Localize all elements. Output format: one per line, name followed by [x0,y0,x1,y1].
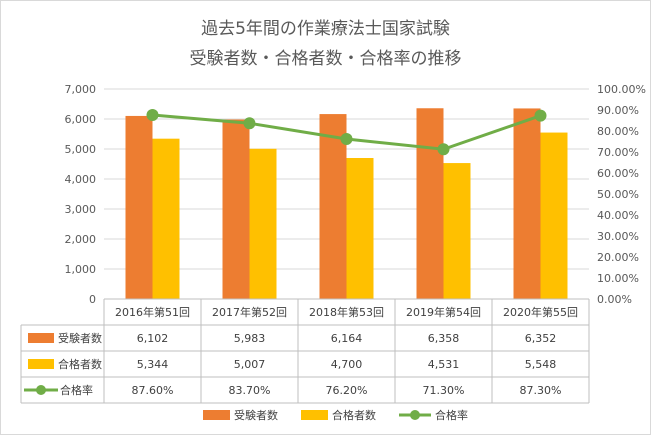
y-left-tick-label: 3,000 [65,203,97,216]
data-label: 6,352 [525,332,557,345]
y-left-tick-label: 7,000 [65,83,97,96]
legend-label: 合格率 [435,408,468,422]
y-right-tick-label: 70.00% [597,146,639,159]
bar-passers [249,148,277,299]
bar-passers [346,158,374,299]
bar-examinees [222,119,250,299]
data-label: 71.30% [423,384,465,397]
data-label: 5,007 [234,358,266,371]
data-label: 6,358 [428,332,460,345]
category-label: 2016年第51回 [115,305,190,319]
bar-examinees [125,115,153,299]
row-key-examinees [28,333,54,343]
y-right-tick-label: 90.00% [597,104,639,117]
bar-examinees [513,108,541,299]
y-right-tick-label: 20.00% [597,251,639,264]
data-label: 5,344 [137,358,169,371]
pass-rate-point [437,143,450,156]
y-right-tick-label: 30.00% [597,230,639,243]
data-label: 5,983 [234,332,266,345]
y-left-tick-label: 6,000 [65,113,97,126]
y-right-tick-label: 80.00% [597,125,639,138]
y-right-tick-label: 10.00% [597,272,639,285]
y-right-tick-label: 100.00% [597,83,646,96]
row-key-passers [28,359,54,369]
legend-key-examinees [203,410,230,420]
category-label: 2020年第55回 [503,305,578,319]
pass-rate-point [243,117,256,130]
data-label: 4,700 [331,358,363,371]
series-name: 合格率 [60,383,93,397]
category-label: 2018年第53回 [309,305,384,319]
data-label: 6,164 [331,332,363,345]
y-left-tick-label: 1,000 [65,263,97,276]
pass-rate-point [340,132,353,145]
chart-title-line1: 過去5年間の作業療法士国家試験 [201,19,450,39]
y-left-tick-label: 0 [89,293,96,306]
data-label: 5,548 [525,358,557,371]
chart-title-line2: 受験者数・合格者数・合格率の推移 [189,49,462,69]
category-label: 2017年第52回 [212,305,287,319]
legend-label: 合格者数 [332,408,376,422]
y-right-tick-label: 40.00% [597,209,639,222]
bar-examinees [416,108,444,299]
data-label: 87.60% [132,384,174,397]
row-key-pass-rate-marker [36,385,46,395]
legend-label: 受験者数 [234,408,278,422]
data-label: 87.30% [520,384,562,397]
category-label: 2019年第54回 [406,305,481,319]
bar-passers [443,163,471,299]
bar-passers [540,132,568,299]
series-name: 受験者数 [58,331,102,345]
y-left-tick-label: 5,000 [65,143,97,156]
legend-key-passers [301,410,328,420]
data-label: 76.20% [326,384,368,397]
y-right-tick-label: 60.00% [597,167,639,180]
data-label: 4,531 [428,358,460,371]
bar-passers [152,138,180,299]
data-label: 83.70% [229,384,271,397]
y-right-tick-label: 0.00% [597,293,632,306]
data-label: 6,102 [137,332,169,345]
pass-rate-point [534,109,547,122]
y-right-tick-label: 50.00% [597,188,639,201]
legend-key-pass-rate-marker [410,410,420,420]
bar-examinees [319,114,347,299]
y-left-tick-label: 2,000 [65,233,97,246]
series-name: 合格者数 [58,357,102,371]
pass-rate-point [146,109,159,122]
y-left-tick-label: 4,000 [65,173,97,186]
